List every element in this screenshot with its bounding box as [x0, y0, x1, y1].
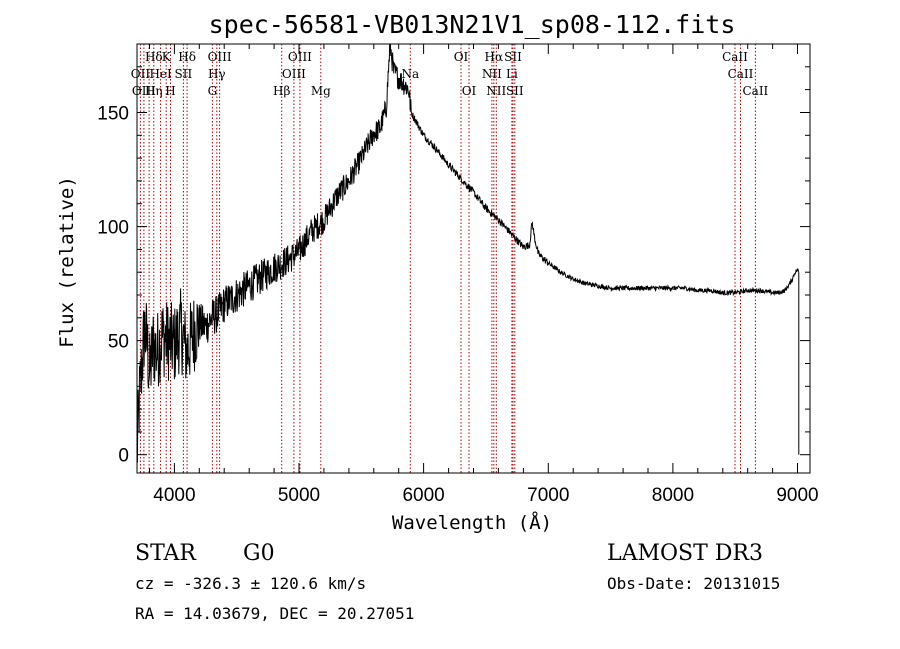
- spectral-line-label: OII: [131, 67, 151, 81]
- redshift-velocity: cz = -326.3 ± 120.6 km/s: [135, 574, 366, 593]
- spectral-line-label: SII: [504, 50, 522, 64]
- observation-date: Obs-Date: 20131015: [607, 574, 780, 593]
- x-axis-label: Wavelength (Å): [392, 511, 552, 534]
- y-axis-label: Flux (relative): [56, 176, 78, 348]
- y-tick-label: 50: [108, 332, 129, 353]
- spectral-line-label: CaII: [728, 67, 754, 81]
- spectral-line-label: Na: [401, 67, 419, 81]
- spectral-line-label: Hη: [145, 84, 163, 98]
- spectral-line-label: OI: [462, 84, 477, 98]
- y-tick-label: 0: [118, 446, 129, 467]
- x-tick-label: 4000: [153, 485, 195, 506]
- spectral-line-label: H: [165, 84, 175, 98]
- x-tick-label: 5000: [278, 485, 320, 506]
- spectral-line-label: OIII: [208, 50, 232, 64]
- x-tick-label: 8000: [652, 485, 694, 506]
- spectral-line-label: OIII: [282, 67, 306, 81]
- spectral-line-label: Hδ: [178, 50, 196, 64]
- survey-label: LAMOST DR3: [607, 541, 763, 566]
- x-tick-label: 6000: [402, 485, 444, 506]
- spectral-line-label: G: [208, 84, 218, 98]
- spectral-line-markers: [139, 44, 756, 473]
- spectral-line-label: Hγ: [208, 67, 226, 81]
- sky-coordinates: RA = 14.03679, DEC = 20.27051: [135, 604, 414, 623]
- y-tick-label: 150: [97, 104, 129, 125]
- x-tick-label: 7000: [527, 485, 569, 506]
- plot-frame: [136, 43, 811, 474]
- spectral-line-label: Hα: [485, 50, 504, 64]
- spectral-line-label: OI: [454, 50, 469, 64]
- spectral-line-label: SII: [506, 84, 524, 98]
- spectral-line-label: NII: [486, 84, 506, 98]
- spectral-line-label: Li: [506, 67, 518, 81]
- y-tick-label: 100: [97, 218, 129, 239]
- spectral-line-label: HeI: [149, 67, 172, 81]
- spectral-line-label: SII: [175, 67, 193, 81]
- spectral-line-label: K: [162, 50, 172, 64]
- spectral-line-label: NII: [482, 67, 502, 81]
- spectral-line-label: OIII: [132, 84, 156, 98]
- y-axis-ticks: 0 50 100 150: [97, 66, 810, 467]
- spectral-line-label: Mg: [311, 84, 331, 98]
- x-tick-label: 9000: [776, 485, 818, 506]
- flux-line: [136, 43, 800, 463]
- spectral-line-label: CaII: [722, 50, 748, 64]
- flux-series: [136, 43, 800, 463]
- spectral-line-label: OIII: [288, 50, 312, 64]
- x-axis-ticks: 4000 5000 6000 7000 8000 9000: [149, 44, 819, 506]
- chart-title: spec-56581-VB013N21V1_sp08-112.fits: [209, 10, 736, 39]
- object-subclass: G0: [243, 541, 275, 566]
- spectral-line-label: CaII: [742, 84, 768, 98]
- spectral-line-label: Hδ: [145, 50, 163, 64]
- object-class: STAR: [135, 541, 197, 566]
- spectral-line-label: Hβ: [273, 84, 290, 98]
